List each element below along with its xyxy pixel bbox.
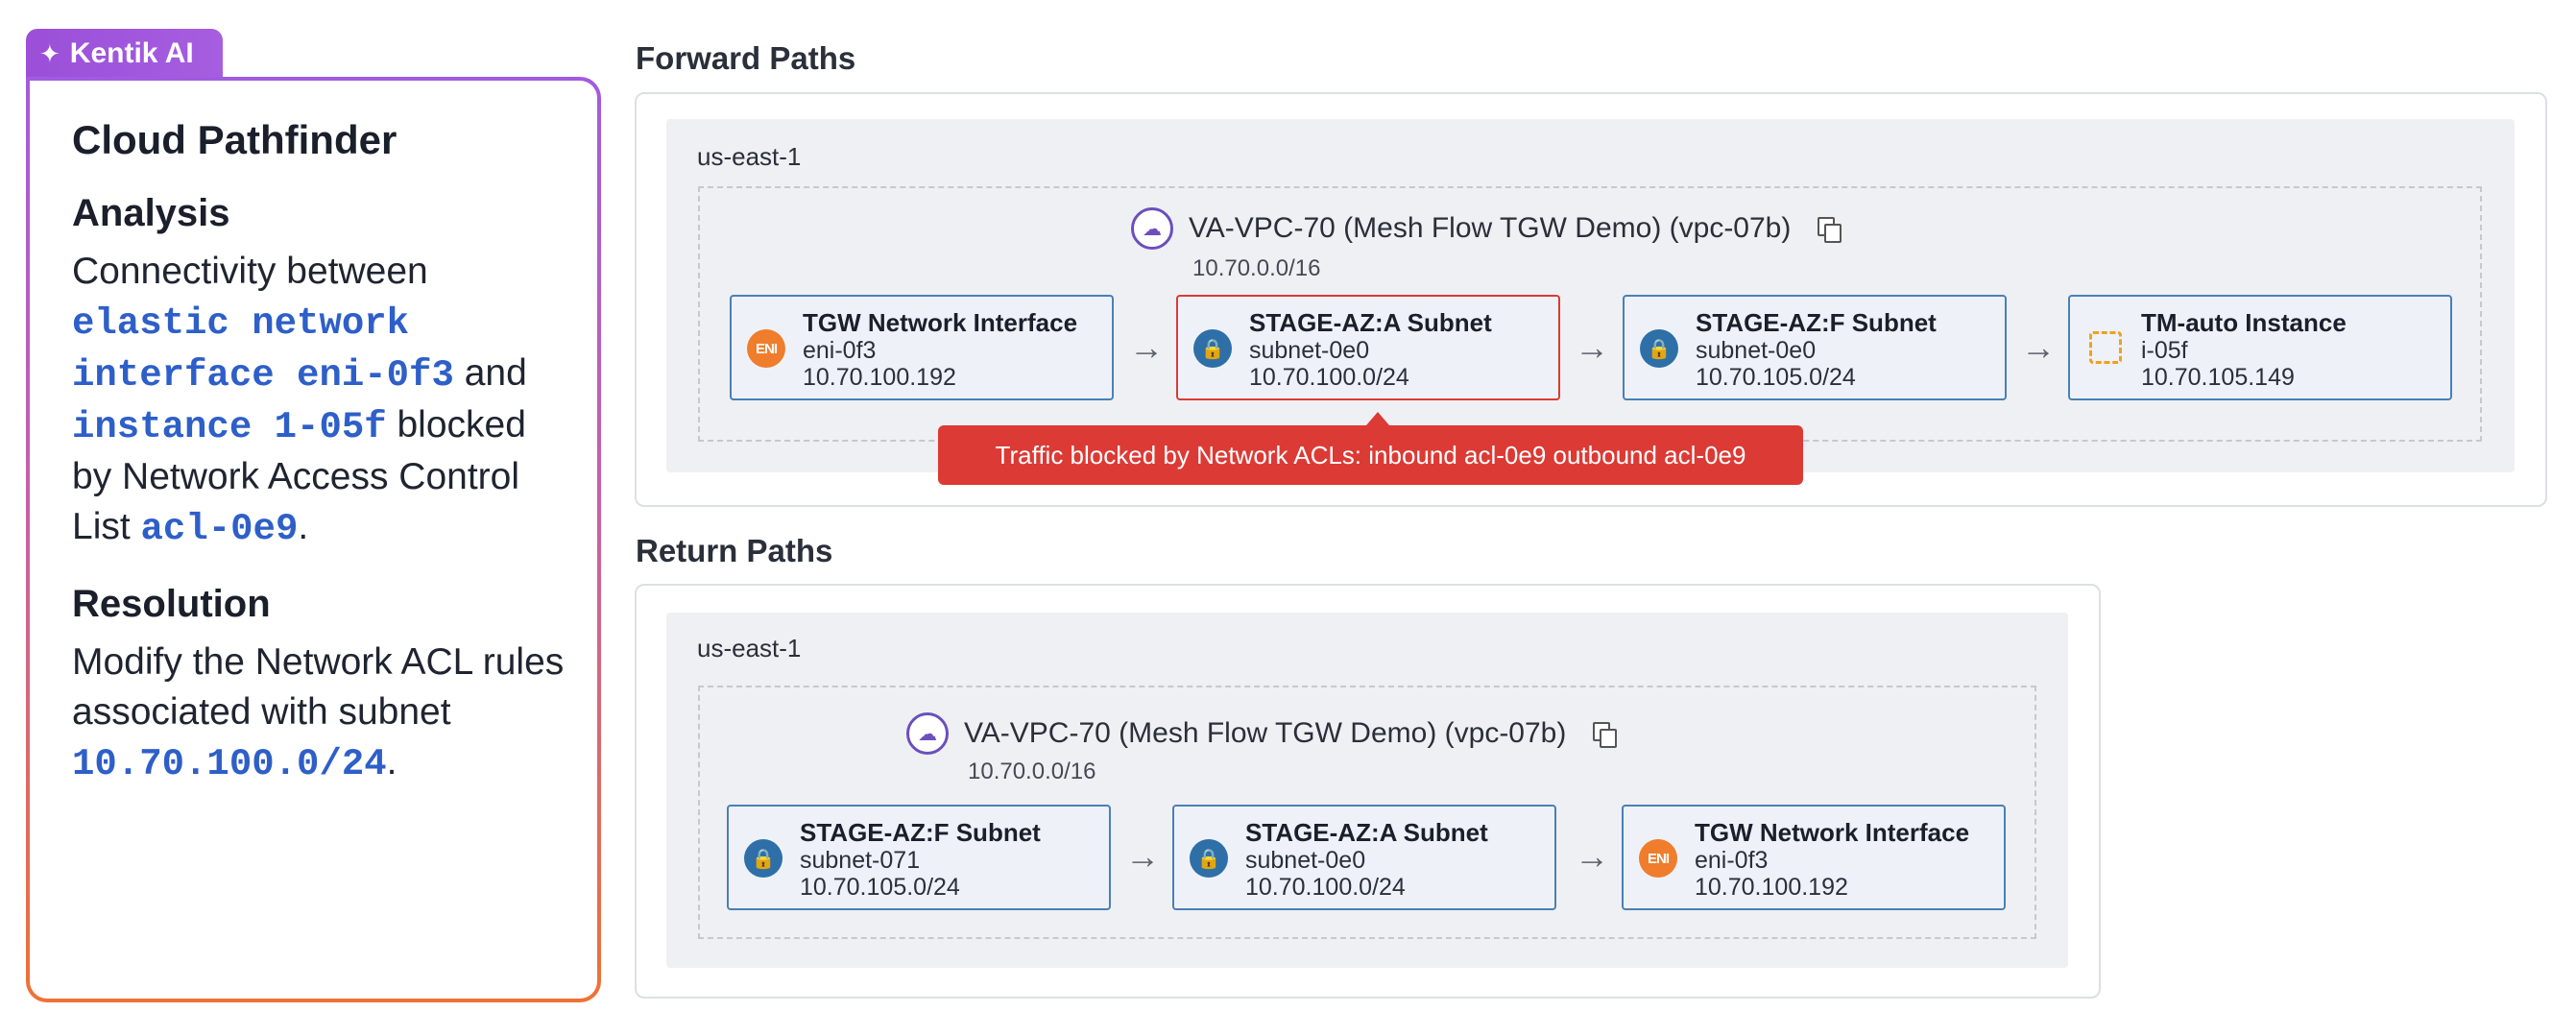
resolution-heading: Resolution: [72, 583, 271, 625]
node-title: STAGE-AZ:A Subnet: [1249, 308, 1492, 337]
lock-icon: 🔒: [744, 839, 782, 878]
ai-analysis-panel: Cloud Pathfinder Analysis Connectivity b…: [26, 77, 601, 1002]
path-arrow-icon: →: [1575, 327, 1609, 367]
node-title: TGW Network Interface: [1695, 818, 1970, 847]
node-ip: 10.70.100.0/24: [1245, 874, 1406, 901]
lock-icon: 🔒: [1640, 329, 1678, 368]
analysis-text-part: Connectivity between: [72, 251, 428, 292]
return-node-tgw-interface[interactable]: ENI TGW Network Interface eni-0f3 10.70.…: [1622, 805, 2006, 910]
node-id: subnet-0e0: [1249, 337, 1370, 364]
return-vpc-cidr: 10.70.0.0/16: [968, 759, 1096, 784]
path-arrow-icon: →: [1129, 327, 1164, 367]
analysis-text-part: and: [453, 352, 527, 394]
vpc-cloud-icon: ☁: [1131, 207, 1173, 250]
node-ip: 10.70.100.0/24: [1249, 364, 1409, 391]
node-ip: 10.70.105.0/24: [800, 874, 960, 901]
kentik-ai-badge: ✦ Kentik AI: [26, 29, 223, 79]
lock-icon: 🔒: [1190, 839, 1228, 878]
forward-region-label: us-east-1: [697, 142, 802, 171]
sparkle-icon: ✦: [39, 39, 60, 68]
vpc-cloud-icon: ☁: [906, 712, 949, 755]
node-title: TM-auto Instance: [2141, 308, 2347, 337]
resolution-text: Modify the Network ACL rules associated …: [72, 638, 571, 789]
node-id: eni-0f3: [803, 337, 877, 364]
node-title: TGW Network Interface: [803, 308, 1078, 337]
node-id: subnet-0e0: [1245, 847, 1366, 874]
path-arrow-icon: →: [1575, 836, 1609, 876]
return-vpc-name: VA-VPC-70 (Mesh Flow TGW Demo) (vpc-07b): [964, 717, 1567, 749]
copy-icon[interactable]: [1593, 722, 1618, 748]
analysis-code-instance: instance 1-05f: [72, 406, 387, 448]
return-vpc-header: ☁ VA-VPC-70 (Mesh Flow TGW Demo) (vpc-07…: [906, 712, 1618, 755]
node-title: STAGE-AZ:F Subnet: [800, 818, 1041, 847]
analysis-text-part: blocked by Network Access Control List: [72, 404, 526, 547]
eni-icon: ENI: [747, 329, 785, 368]
forward-node-stage-az-f-subnet[interactable]: 🔒 STAGE-AZ:F Subnet subnet-0e0 10.70.105…: [1623, 295, 2007, 400]
panel-title: Cloud Pathfinder: [72, 117, 397, 162]
forward-vpc-cidr: 10.70.0.0/16: [1192, 255, 1321, 281]
forward-node-tm-auto-instance[interactable]: TM-auto Instance i-05f 10.70.105.149: [2068, 295, 2452, 400]
return-paths-title: Return Paths: [636, 533, 833, 568]
return-node-stage-az-a-subnet[interactable]: 🔒 STAGE-AZ:A Subnet subnet-0e0 10.70.100…: [1172, 805, 1556, 910]
node-ip: 10.70.105.149: [2141, 364, 2295, 391]
kentik-ai-label: Kentik AI: [69, 37, 194, 69]
node-ip: 10.70.100.192: [1695, 874, 1848, 901]
node-title: STAGE-AZ:A Subnet: [1245, 818, 1488, 847]
forward-paths-title: Forward Paths: [636, 40, 856, 76]
blocked-traffic-tooltip: Traffic blocked by Network ACLs: inbound…: [938, 412, 1803, 485]
resolution-text-part: .: [386, 741, 397, 783]
node-id: subnet-071: [800, 847, 921, 874]
return-region-label: us-east-1: [697, 634, 802, 663]
return-node-stage-az-f-subnet[interactable]: 🔒 STAGE-AZ:F Subnet subnet-071 10.70.105…: [727, 805, 1111, 910]
node-id: i-05f: [2141, 337, 2188, 364]
analysis-heading: Analysis: [72, 192, 230, 234]
node-title: STAGE-AZ:F Subnet: [1696, 308, 1937, 337]
node-ip: 10.70.105.0/24: [1696, 364, 1856, 391]
forward-node-tgw-interface[interactable]: ENI TGW Network Interface eni-0f3 10.70.…: [730, 295, 1114, 400]
node-id: eni-0f3: [1695, 847, 1769, 874]
forward-vpc-name: VA-VPC-70 (Mesh Flow TGW Demo) (vpc-07b): [1189, 212, 1792, 244]
copy-icon[interactable]: [1818, 217, 1842, 243]
eni-icon: ENI: [1639, 839, 1677, 878]
path-arrow-icon: →: [2021, 327, 2056, 367]
forward-vpc-header: ☁ VA-VPC-70 (Mesh Flow TGW Demo) (vpc-07…: [1131, 207, 1842, 250]
analysis-code-acl: acl-0e9: [140, 508, 299, 550]
resolution-text-part: Modify the Network ACL rules associated …: [72, 641, 565, 733]
path-arrow-icon: →: [1125, 836, 1160, 876]
node-ip: 10.70.100.192: [803, 364, 956, 391]
return-vpc-box: [698, 686, 2036, 939]
forward-node-stage-az-a-subnet[interactable]: 🔒 STAGE-AZ:A Subnet subnet-0e0 10.70.100…: [1176, 295, 1560, 400]
lock-icon: 🔒: [1193, 329, 1232, 368]
chip-icon: [2089, 331, 2122, 364]
analysis-text: Connectivity between elastic network int…: [72, 247, 571, 554]
resolution-code-subnet: 10.70.100.0/24: [72, 743, 387, 785]
analysis-code-eni: elastic network interface eni-0f3: [72, 302, 454, 397]
node-id: subnet-0e0: [1696, 337, 1817, 364]
analysis-text-part: .: [298, 506, 309, 547]
